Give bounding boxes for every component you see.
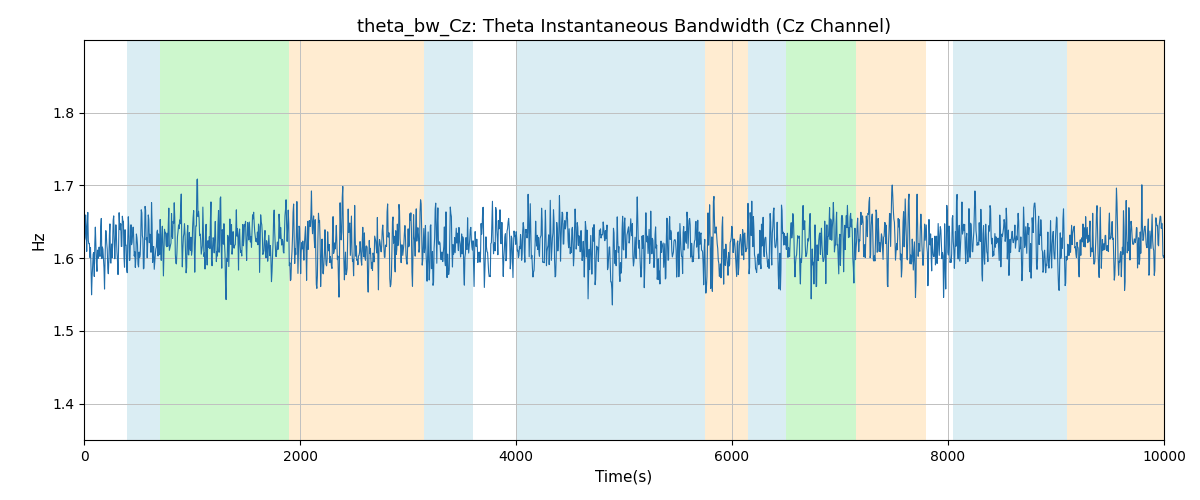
Bar [857,40,926,440]
Bar [516,40,706,440]
Title: theta_bw_Cz: Theta Instantaneous Bandwidth (Cz Channel): theta_bw_Cz: Theta Instantaneous Bandwid… [356,18,892,36]
X-axis label: Time(s): Time(s) [595,470,653,484]
Bar [160,40,289,440]
Y-axis label: Hz: Hz [31,230,47,250]
Bar [706,40,749,440]
Bar [127,40,160,440]
Bar [1067,40,1164,440]
Bar [786,40,857,440]
Bar [953,40,1067,440]
Bar [425,40,473,440]
Bar [289,40,425,440]
Bar [749,40,786,440]
